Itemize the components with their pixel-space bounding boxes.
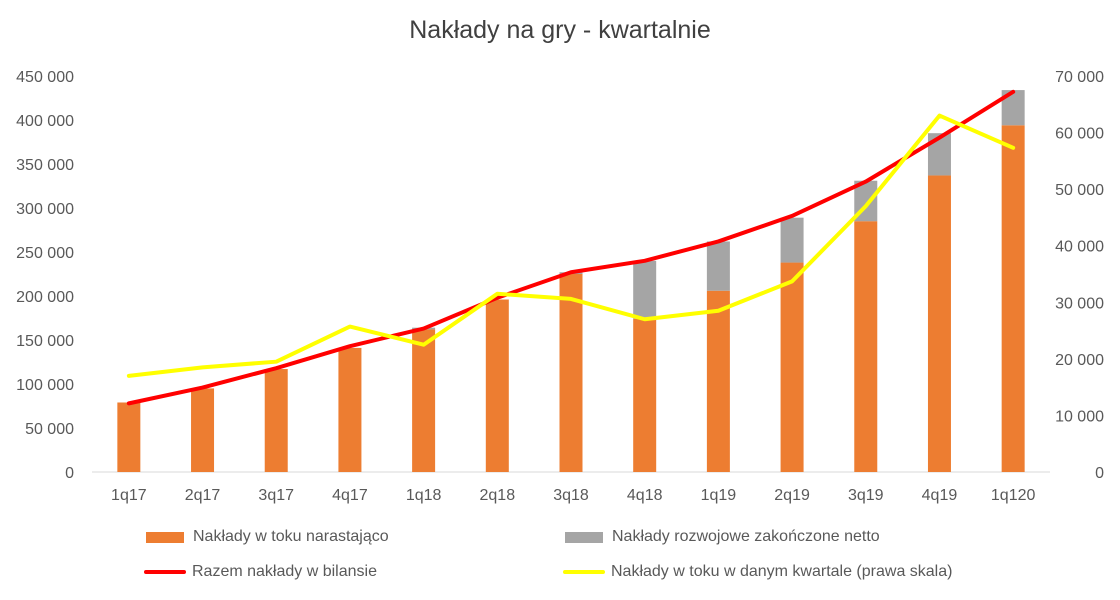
right-axis-tick-label: 50 000	[1055, 182, 1104, 199]
line-razem-nakady	[126, 89, 1016, 406]
right-axis-tick-label: 30 000	[1055, 295, 1104, 312]
x-axis-tick-label: 2q19	[774, 487, 810, 504]
right-axis-tick-label: 0	[1095, 465, 1104, 482]
left-axis-tick-label: 300 000	[16, 201, 74, 218]
left-axis-tick-label: 100 000	[16, 377, 74, 394]
x-axis-tick-label: 1q17	[111, 487, 147, 504]
x-axis-tick-label: 3q18	[553, 487, 589, 504]
bar-nakady-w-toku	[485, 299, 509, 472]
right-axis-tick-label: 40 000	[1055, 239, 1104, 256]
bar-nakady-w-toku	[117, 402, 141, 472]
bar-nakady-w-toku	[559, 274, 583, 472]
x-axis-tick-label: 4q19	[922, 487, 958, 504]
x-axis-tick-label: 2q18	[480, 487, 516, 504]
bar-nakady-rozwojowe	[706, 241, 730, 291]
bar-nakady-w-toku	[780, 262, 804, 472]
right-axis-tick-label: 70 000	[1055, 69, 1104, 86]
x-axis-tick-label: 2q17	[185, 487, 221, 504]
bar-nakady-w-toku	[927, 175, 951, 472]
right-axis-tick-label: 60 000	[1055, 126, 1104, 143]
right-axis-tick-label: 20 000	[1055, 352, 1104, 369]
bar-nakady-w-toku	[633, 318, 657, 472]
bar-nakady-w-toku	[338, 347, 362, 472]
x-axis-tick-label: 1q120	[991, 487, 1036, 504]
x-axis-tick-label: 4q18	[627, 487, 663, 504]
x-axis-tick-label: 3q19	[848, 487, 884, 504]
left-axis-tick-label: 350 000	[16, 157, 74, 174]
x-axis-tick-label: 1q18	[406, 487, 442, 504]
bar-nakady-w-toku	[1001, 125, 1025, 472]
left-axis-tick-label: 50 000	[25, 421, 74, 438]
chart-title: Nakłady na gry - kwartalnie	[409, 16, 711, 44]
left-axis-tick-label: 150 000	[16, 333, 74, 350]
bar-nakady-rozwojowe	[780, 217, 804, 263]
left-axis-tick-label: 400 000	[16, 113, 74, 130]
line-nakady-kwartalne	[126, 113, 1016, 378]
x-axis-tick-label: 3q17	[258, 487, 294, 504]
left-axis-tick-label: 0	[65, 465, 74, 482]
left-axis-tick-label: 250 000	[16, 245, 74, 262]
bar-nakady-rozwojowe	[633, 260, 657, 319]
bar-nakady-w-toku	[706, 290, 730, 472]
bar-nakady-rozwojowe	[927, 133, 951, 176]
x-axis-tick-label: 1q19	[701, 487, 737, 504]
bar-nakady-w-toku	[264, 369, 288, 472]
left-axis-tick-label: 450 000	[16, 69, 74, 86]
x-axis-tick-label: 4q17	[332, 487, 368, 504]
bar-nakady-rozwojowe	[1001, 90, 1025, 126]
bar-nakady-w-toku	[854, 221, 878, 472]
left-axis-tick-label: 200 000	[16, 289, 74, 306]
right-axis-tick-label: 10 000	[1055, 408, 1104, 425]
bar-nakady-w-toku	[412, 329, 436, 472]
bar-nakady-w-toku	[191, 388, 215, 472]
